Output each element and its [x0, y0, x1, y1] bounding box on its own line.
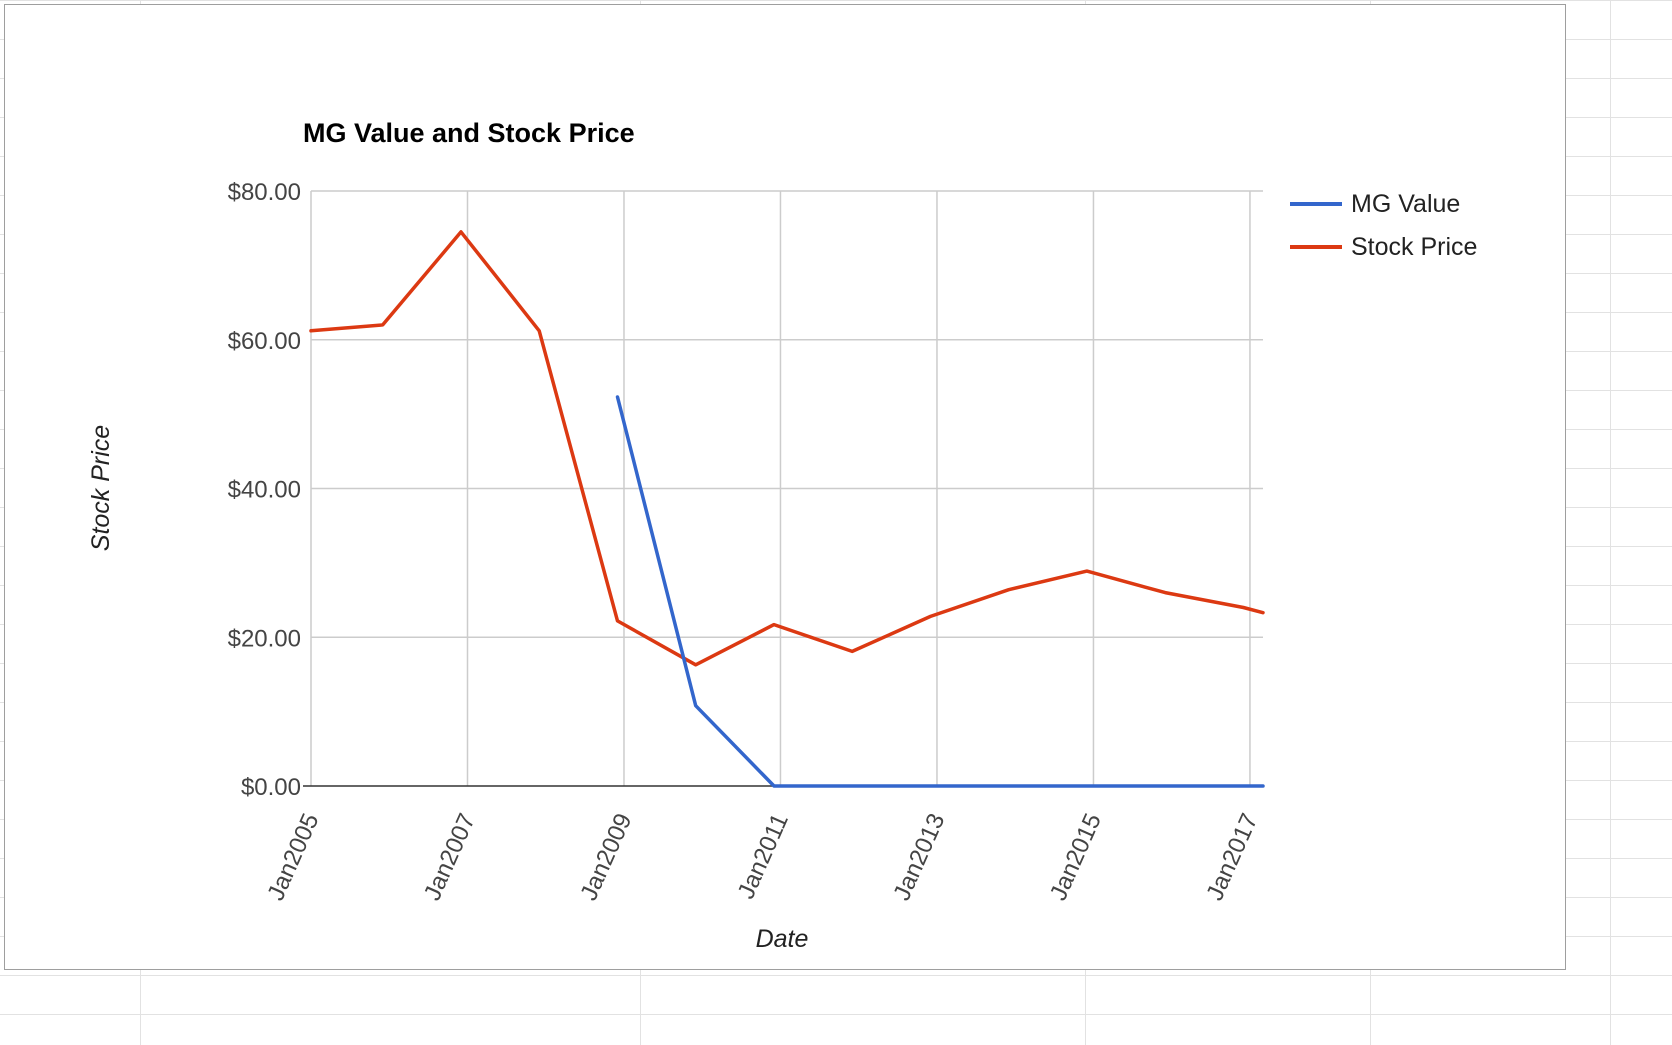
line-chart: $0.00$20.00$40.00$60.00$80.00 Jan2005 Jan… — [87, 118, 1477, 953]
x-axis-ticks: Jan2005 Jan2007 Jan2009 Jan2011 Jan2013 Jan20… — [262, 809, 1263, 904]
gridlines — [310, 190, 1263, 786]
x-tick-label: Jan2009 — [575, 809, 637, 904]
y-axis-title: Stock Price — [87, 425, 115, 551]
legend-label: Stock Price — [1351, 233, 1477, 261]
x-tick-label: Jan2011 — [733, 809, 794, 902]
x-tick-label: Jan2015 — [1045, 809, 1107, 904]
chart-container[interactable]: $0.00 $20.00 $40.00 $60.00 $80.00 Jan2005 Jan… — [4, 4, 1566, 970]
y-tick-label: $20.00 — [228, 625, 301, 652]
y-tick-label: $0.00 — [241, 774, 301, 801]
y-axis-ticks: $0.00 $20.00 $40.00 $60.00 $80.00 — [228, 179, 301, 801]
x-tick-label: Jan2005 — [262, 809, 324, 904]
series-line-mg-value — [615, 395, 1265, 788]
legend-item-mg-value[interactable]: MG Value — [1290, 190, 1460, 218]
x-tick-label: Jan2017 — [1201, 809, 1263, 904]
legend[interactable]: MG Value Stock Price — [1290, 190, 1477, 261]
legend-label: MG Value — [1351, 190, 1460, 218]
x-tick-label: Jan2007 — [419, 809, 481, 904]
y-tick-label: $60.00 — [228, 328, 301, 355]
y-tick-label: $40.00 — [228, 477, 301, 504]
chart-title: MG Value and Stock Price — [303, 118, 635, 148]
series-lines — [309, 230, 1265, 788]
x-axis-title: Date — [756, 925, 809, 953]
x-tick-label: Jan2013 — [888, 809, 950, 904]
y-tick-label: $80.00 — [228, 179, 301, 206]
series-line-stock-price — [309, 230, 1265, 667]
legend-item-stock-price[interactable]: Stock Price — [1290, 233, 1477, 261]
